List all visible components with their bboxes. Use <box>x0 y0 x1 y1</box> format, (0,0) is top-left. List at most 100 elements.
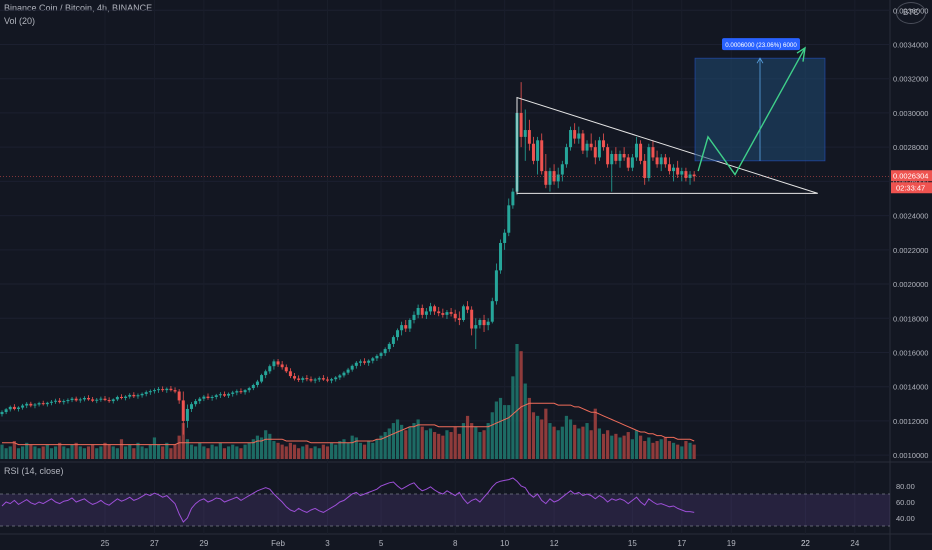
volume-bar <box>255 435 260 459</box>
candle-body <box>375 355 379 359</box>
volume-bar <box>214 446 218 459</box>
volume-bar <box>568 419 573 459</box>
candle-body <box>408 319 412 329</box>
volume-bar <box>288 442 292 459</box>
symbol-legend: Binance Coin / Bitcoin, 4h, BINANCE <box>4 3 153 13</box>
candle-body <box>593 147 597 158</box>
volume-bar <box>527 397 531 459</box>
price-tick-label: 0.0010000 <box>893 451 928 460</box>
volume-bar <box>676 444 680 459</box>
volume-bar <box>334 444 338 459</box>
candle-body <box>420 308 424 315</box>
candle-body <box>585 143 589 151</box>
candle-body <box>222 394 226 396</box>
candle-body <box>82 398 86 400</box>
candle-body <box>305 378 309 380</box>
candle-body <box>111 399 115 402</box>
candle-body <box>119 396 123 399</box>
volume-bar <box>424 430 428 459</box>
volume-bar <box>692 444 696 459</box>
volume-bar <box>202 446 206 459</box>
candle-body <box>589 143 593 148</box>
rsi-band <box>0 494 890 526</box>
volume-bar <box>540 419 544 459</box>
time-tick-label: 3 <box>325 539 330 548</box>
volume-bar <box>161 446 165 459</box>
candle-body <box>317 378 321 380</box>
candle-body <box>391 337 395 344</box>
volume-bar <box>305 444 309 459</box>
candle-body <box>466 306 470 310</box>
volume-bar <box>284 446 288 459</box>
volume-bar <box>486 423 490 459</box>
price-tick-label: 0.0030000 <box>893 109 928 118</box>
candle-body <box>177 391 181 401</box>
candle-body <box>692 174 696 177</box>
price-tick-label: 0.0024000 <box>893 212 928 221</box>
volume-bar <box>647 437 651 459</box>
volume-bar <box>593 408 597 459</box>
candle-body <box>70 398 74 401</box>
candle-body <box>556 174 560 182</box>
candle-body <box>552 171 556 182</box>
volume-bar <box>544 408 548 459</box>
candle-body <box>301 378 305 380</box>
volume-bar <box>564 415 569 459</box>
volume-bar <box>655 441 659 459</box>
volume-bar <box>338 441 342 459</box>
volume-bar <box>614 433 618 459</box>
candle-body <box>78 399 82 401</box>
volume-bar <box>194 446 198 459</box>
volume-bar <box>264 430 268 459</box>
volume-legend: Vol (20) <box>4 16 36 26</box>
volume-bar <box>239 448 243 459</box>
candle-body <box>457 318 461 320</box>
volume-bar <box>498 397 503 459</box>
volume-bar <box>457 433 461 459</box>
currency-badge[interactable]: BTC <box>896 2 926 24</box>
volume-bar <box>259 437 264 459</box>
volume-bar <box>346 442 350 459</box>
volume-bar <box>433 432 437 459</box>
volume-bar <box>651 442 655 459</box>
candle-body <box>614 154 618 161</box>
candle-body <box>482 319 486 326</box>
volume-bar <box>507 405 511 459</box>
candle-body <box>597 140 601 158</box>
candle-body <box>25 403 29 406</box>
volume-bar <box>387 428 391 459</box>
volume-bar <box>309 448 313 459</box>
volume-bar <box>626 432 630 459</box>
price-tick-label: 0.0036000 <box>893 6 928 15</box>
volume-bar <box>227 446 231 459</box>
candle-body <box>433 306 437 312</box>
candle-body <box>346 369 350 373</box>
countdown-label: 02:33:47 <box>896 184 925 193</box>
volume-bar <box>4 448 8 459</box>
volume-bar <box>107 444 111 459</box>
candle-body <box>169 388 173 391</box>
projection-path-arrow <box>697 47 806 176</box>
candle-body <box>293 376 297 379</box>
volume-bar <box>581 426 585 459</box>
volume-bar <box>428 428 433 459</box>
volume-bar <box>292 444 297 459</box>
candle-body <box>643 160 647 178</box>
candle-body <box>136 395 140 397</box>
volume-bar <box>577 428 581 459</box>
volume-bar <box>53 446 58 459</box>
price-tick-label: 0.0020000 <box>893 280 928 289</box>
volume-bar <box>136 442 140 459</box>
volume-bar <box>556 430 560 459</box>
candle-body <box>231 392 235 394</box>
volume-bar <box>659 439 663 459</box>
candle-body <box>577 133 581 139</box>
candle-body <box>247 388 251 391</box>
volume-bar <box>342 439 346 459</box>
candle-body <box>676 167 680 175</box>
candle-body <box>626 157 630 168</box>
time-tick-label: 5 <box>379 539 384 548</box>
candle-body <box>396 330 400 338</box>
candle-body <box>511 191 515 206</box>
